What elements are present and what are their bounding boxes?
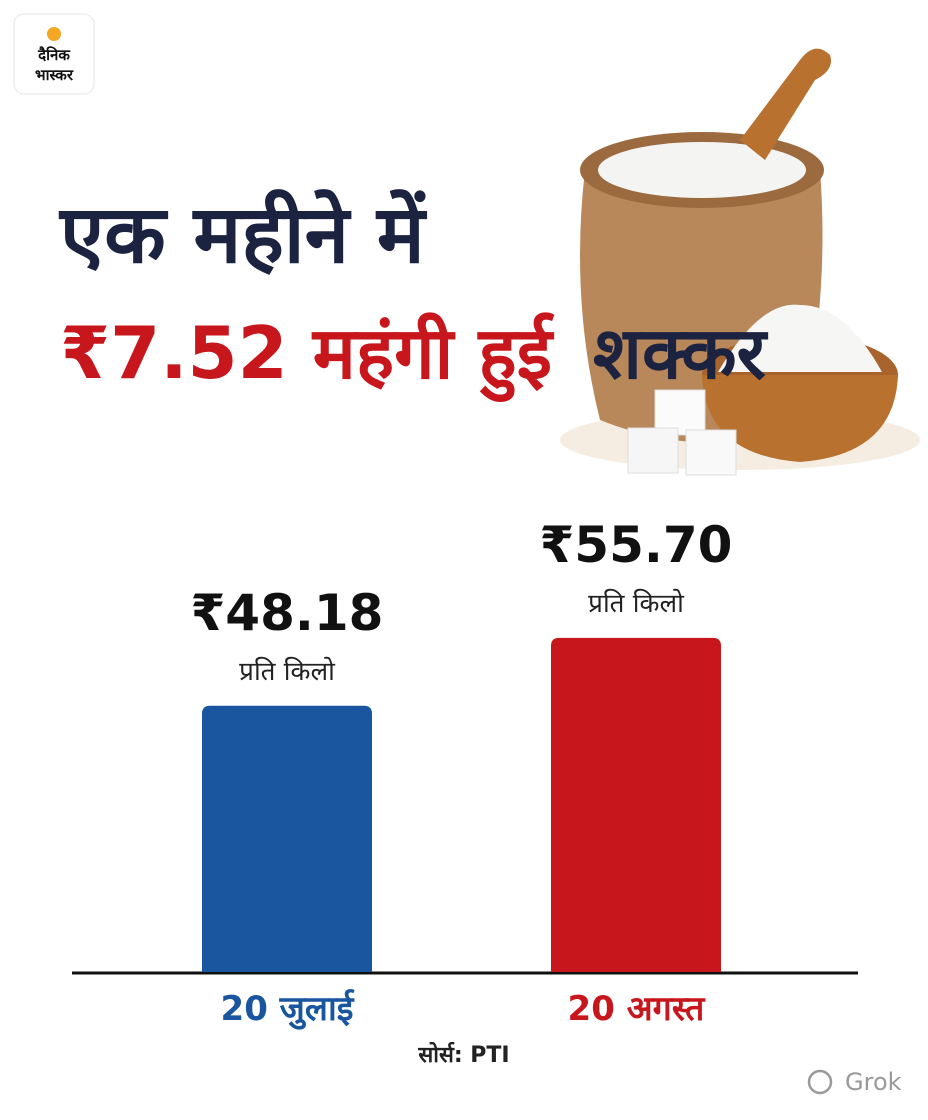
x-tick-label: 20 जुलाई (221, 988, 356, 1030)
bar (202, 705, 372, 972)
x-tick-label: 20 अगस्त (568, 989, 706, 1029)
watermark-icon (807, 1069, 833, 1095)
logo-text: दैनिक (37, 46, 71, 64)
chart-title: एक महीने में (58, 188, 428, 281)
chart-title-part: ₹7.52 महंगी हुई (60, 311, 555, 402)
source: सोर्स: PTI (417, 1041, 509, 1068)
sugar-illustration (560, 48, 920, 476)
logo-text: भास्कर (35, 66, 74, 84)
chart-title-part: शक्कर (593, 311, 768, 395)
value-label: ₹48.18 (191, 584, 384, 642)
logo-box (13, 13, 95, 95)
chart-title: ₹7.52 महंगी हुई शक्कर (60, 311, 769, 402)
unit-label: प्रति किलो (588, 588, 685, 619)
value-label: ₹55.70 (540, 516, 733, 574)
bar (551, 637, 721, 972)
watermark: Grok (845, 1068, 902, 1096)
logo-sun (47, 27, 61, 41)
unit-label: प्रति किलो (239, 656, 336, 687)
